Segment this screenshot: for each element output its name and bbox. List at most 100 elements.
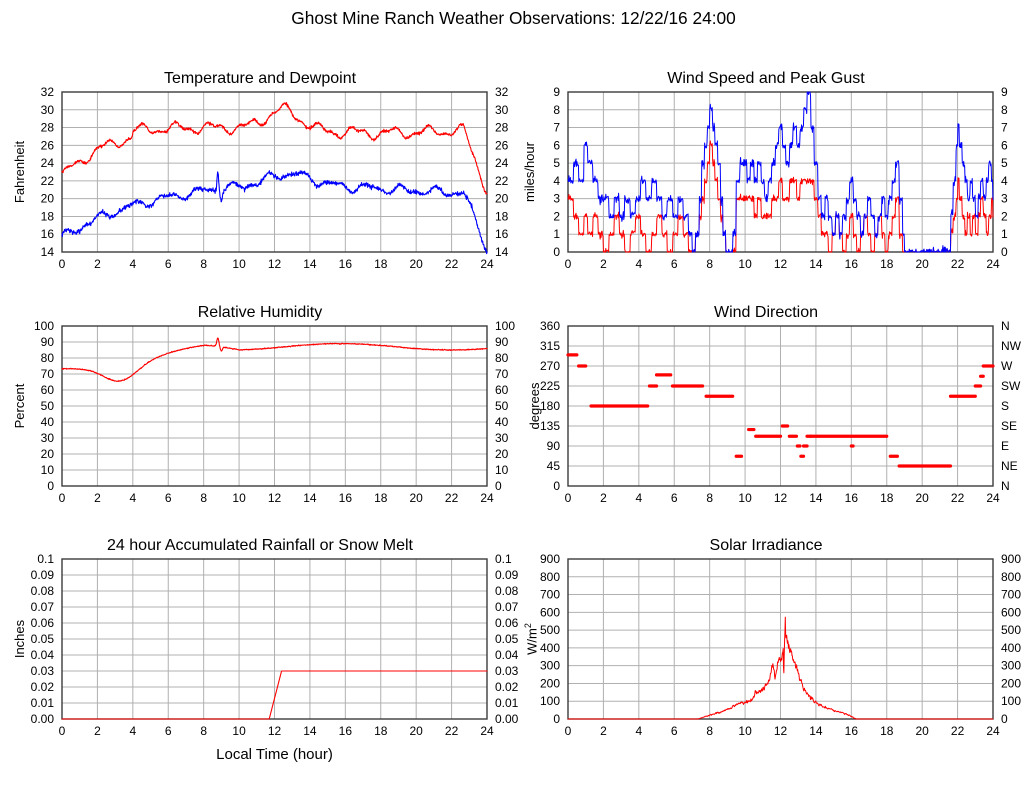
svg-text:22: 22 <box>445 491 459 505</box>
svg-text:14: 14 <box>303 491 317 505</box>
svg-text:14: 14 <box>809 491 823 505</box>
svg-text:18: 18 <box>374 257 388 271</box>
svg-text:700: 700 <box>540 588 560 602</box>
svg-text:10: 10 <box>232 491 246 505</box>
svg-text:2: 2 <box>94 491 101 505</box>
svg-text:8: 8 <box>200 491 207 505</box>
svg-text:0.09: 0.09 <box>31 568 55 582</box>
svg-text:6: 6 <box>165 724 172 738</box>
svg-text:0.1: 0.1 <box>37 552 54 566</box>
svg-text:20: 20 <box>915 724 929 738</box>
svg-text:2: 2 <box>94 257 101 271</box>
svg-text:4: 4 <box>635 257 642 271</box>
svg-text:16: 16 <box>845 724 859 738</box>
svg-text:100: 100 <box>1001 694 1021 708</box>
svg-text:600: 600 <box>540 605 560 619</box>
svg-text:270: 270 <box>540 359 560 373</box>
svg-text:8: 8 <box>553 103 560 117</box>
svg-text:18: 18 <box>880 257 894 271</box>
svg-text:7: 7 <box>553 121 560 135</box>
svg-text:8: 8 <box>1001 103 1008 117</box>
svg-text:700: 700 <box>1001 588 1021 602</box>
svg-text:6: 6 <box>165 491 172 505</box>
svg-text:22: 22 <box>41 174 55 188</box>
svg-text:0: 0 <box>553 245 560 259</box>
svg-text:2: 2 <box>1001 209 1008 223</box>
svg-text:4: 4 <box>553 174 560 188</box>
svg-text:6: 6 <box>165 257 172 271</box>
svg-text:18: 18 <box>374 491 388 505</box>
svg-text:10: 10 <box>232 257 246 271</box>
svg-text:135: 135 <box>540 419 560 433</box>
svg-text:8: 8 <box>706 257 713 271</box>
svg-text:180: 180 <box>540 399 560 413</box>
svg-text:0: 0 <box>553 479 560 493</box>
svg-text:N: N <box>1001 319 1010 333</box>
svg-text:800: 800 <box>540 570 560 584</box>
svg-text:0: 0 <box>47 479 54 493</box>
svg-text:24: 24 <box>480 724 494 738</box>
svg-text:9: 9 <box>1001 85 1008 99</box>
svg-text:0: 0 <box>59 491 66 505</box>
svg-text:24: 24 <box>986 257 1000 271</box>
svg-text:28: 28 <box>41 121 55 135</box>
svg-text:4: 4 <box>635 724 642 738</box>
svg-text:2: 2 <box>600 491 607 505</box>
svg-text:0: 0 <box>565 257 572 271</box>
svg-text:70: 70 <box>41 367 55 381</box>
svg-text:4: 4 <box>1001 174 1008 188</box>
svg-text:20: 20 <box>409 724 423 738</box>
svg-text:1: 1 <box>553 227 560 241</box>
svg-text:22: 22 <box>445 257 459 271</box>
svg-text:Local Time (hour): Local Time (hour) <box>216 746 333 763</box>
svg-text:0.05: 0.05 <box>31 632 55 646</box>
svg-text:0.02: 0.02 <box>31 680 55 694</box>
svg-text:60: 60 <box>41 383 55 397</box>
svg-text:14: 14 <box>809 724 823 738</box>
svg-text:3: 3 <box>1001 192 1008 206</box>
svg-text:14: 14 <box>41 245 55 259</box>
svg-text:NE: NE <box>1001 459 1018 473</box>
svg-text:14: 14 <box>303 257 317 271</box>
svg-text:14: 14 <box>303 724 317 738</box>
svg-text:200: 200 <box>1001 676 1021 690</box>
svg-text:1: 1 <box>1001 227 1008 241</box>
svg-text:18: 18 <box>880 491 894 505</box>
svg-text:8: 8 <box>706 724 713 738</box>
svg-text:10: 10 <box>738 257 752 271</box>
svg-text:24: 24 <box>41 156 55 170</box>
svg-text:2: 2 <box>94 724 101 738</box>
svg-text:900: 900 <box>540 552 560 566</box>
svg-text:8: 8 <box>200 724 207 738</box>
svg-text:0: 0 <box>565 491 572 505</box>
svg-text:16: 16 <box>339 491 353 505</box>
svg-text:500: 500 <box>540 623 560 637</box>
svg-text:0.06: 0.06 <box>31 616 55 630</box>
svg-text:0.08: 0.08 <box>31 584 55 598</box>
svg-text:4: 4 <box>129 257 136 271</box>
svg-text:0: 0 <box>1001 245 1008 259</box>
svg-text:40: 40 <box>41 415 55 429</box>
svg-text:100: 100 <box>34 319 54 333</box>
svg-text:16: 16 <box>845 257 859 271</box>
svg-text:26: 26 <box>41 138 55 152</box>
svg-text:8: 8 <box>200 257 207 271</box>
svg-text:10: 10 <box>738 724 752 738</box>
svg-text:360: 360 <box>540 319 560 333</box>
svg-text:0: 0 <box>553 712 560 726</box>
svg-text:20: 20 <box>41 192 55 206</box>
svg-text:12: 12 <box>268 724 282 738</box>
svg-text:16: 16 <box>339 257 353 271</box>
svg-text:12: 12 <box>774 257 788 271</box>
svg-text:30: 30 <box>41 431 55 445</box>
svg-text:20: 20 <box>409 257 423 271</box>
svg-text:14: 14 <box>809 257 823 271</box>
svg-text:0: 0 <box>565 724 572 738</box>
svg-text:16: 16 <box>339 724 353 738</box>
svg-text:4: 4 <box>129 724 136 738</box>
svg-text:24: 24 <box>986 724 1000 738</box>
svg-text:0.01: 0.01 <box>31 696 55 710</box>
svg-text:3: 3 <box>553 192 560 206</box>
svg-text:30: 30 <box>41 103 55 117</box>
svg-text:20: 20 <box>41 447 55 461</box>
